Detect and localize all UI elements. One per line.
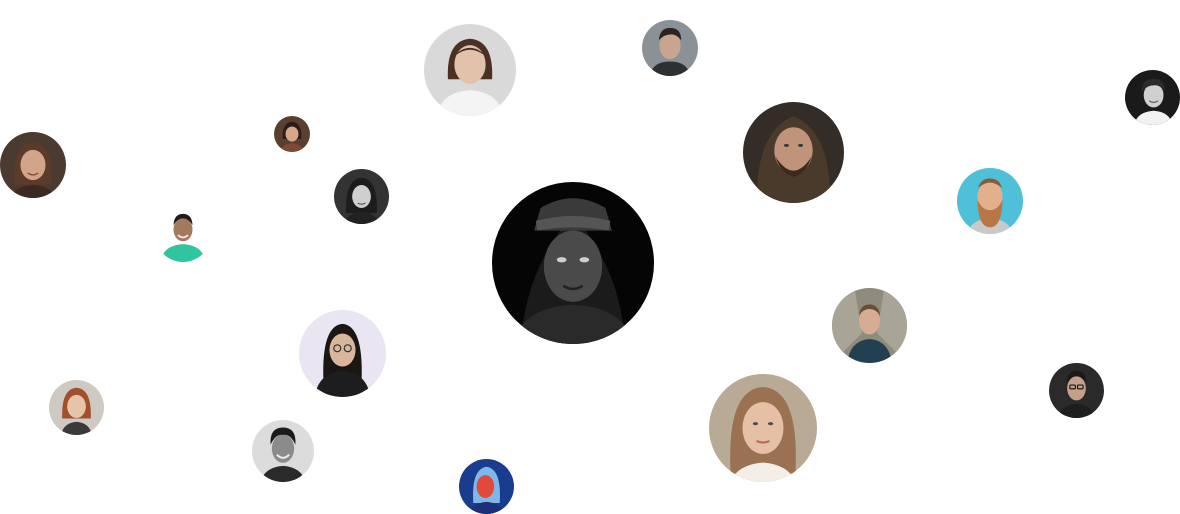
avatar-woman-left[interactable] (0, 132, 66, 198)
avatar-man-hood[interactable] (743, 102, 844, 203)
avatar-woman-top-center[interactable] (424, 24, 516, 116)
avatar-man-smiling-bw[interactable] (252, 420, 314, 482)
avatar-woman-glasses[interactable] (299, 310, 386, 397)
featured-avatar[interactable] (492, 182, 654, 344)
avatar-man-beard[interactable] (957, 168, 1023, 234)
person-portrait-icon (1049, 363, 1104, 418)
person-portrait-icon (252, 420, 314, 482)
avatar-woman-bw[interactable] (334, 169, 389, 224)
avatar-woman-neon[interactable] (459, 459, 514, 514)
person-portrait-icon (832, 288, 907, 363)
person-portrait-icon (424, 24, 516, 116)
avatar-woman-redhead[interactable] (49, 380, 104, 435)
avatar-man-glasses[interactable] (1049, 363, 1104, 418)
avatar-man-top-right[interactable] (1125, 70, 1180, 125)
person-portrait-icon (334, 169, 389, 224)
person-portrait-icon (743, 102, 844, 203)
person-portrait-icon (492, 182, 654, 344)
avatar-man-top[interactable] (642, 20, 698, 76)
avatar-man-green-shirt[interactable] (155, 206, 211, 262)
person-portrait-icon (0, 132, 66, 198)
avatar-woman-small[interactable] (274, 116, 310, 152)
person-portrait-icon (1125, 70, 1180, 125)
avatar-woman-bottom[interactable] (709, 374, 817, 482)
person-portrait-icon (49, 380, 104, 435)
person-portrait-icon (274, 116, 310, 152)
person-portrait-icon (642, 20, 698, 76)
person-portrait-icon (957, 168, 1023, 234)
person-portrait-icon (709, 374, 817, 482)
person-portrait-icon (155, 206, 211, 262)
person-portrait-icon (299, 310, 386, 397)
avatar-man-hallway[interactable] (832, 288, 907, 363)
person-portrait-icon (459, 459, 514, 514)
